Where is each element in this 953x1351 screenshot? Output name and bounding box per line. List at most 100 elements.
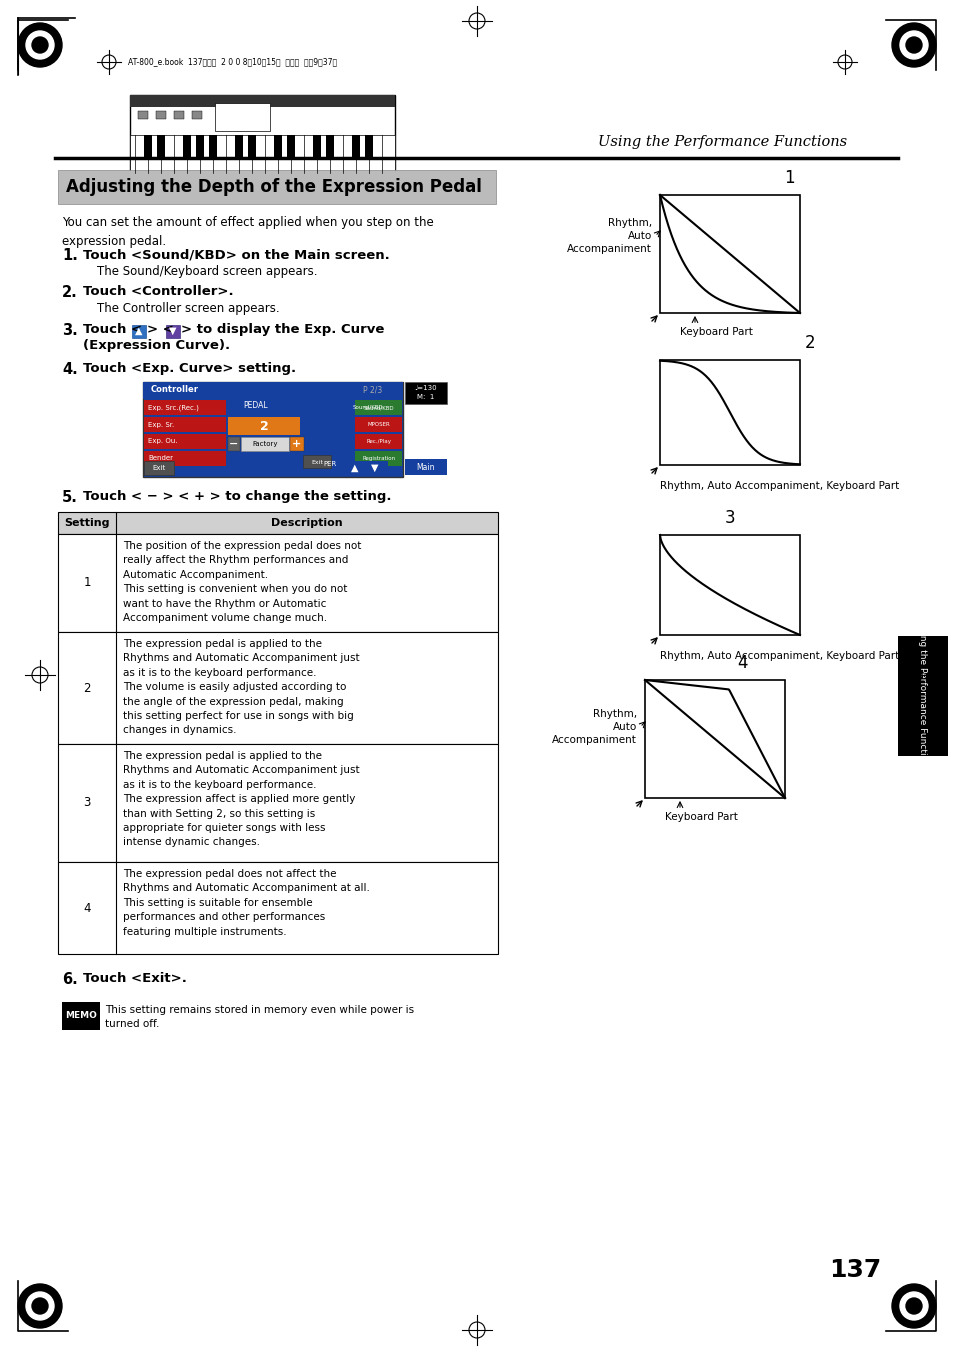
Text: Rhythm, Auto Accompaniment, Keyboard Part: Rhythm, Auto Accompaniment, Keyboard Par… <box>659 651 899 661</box>
Bar <box>143 382 402 477</box>
Bar <box>337 461 388 476</box>
Text: Using the Performance Functions: Using the Performance Functions <box>918 621 926 771</box>
Text: MPOSER: MPOSER <box>367 422 390 427</box>
Text: The expression pedal is applied to the
Rhythms and Automatic Accompaniment just
: The expression pedal is applied to the R… <box>123 639 359 735</box>
Text: Setting: Setting <box>64 517 110 528</box>
Bar <box>355 417 401 432</box>
Circle shape <box>18 23 62 68</box>
Bar <box>228 417 299 435</box>
Bar <box>405 459 447 476</box>
Bar <box>144 461 173 476</box>
Text: 137: 137 <box>828 1258 881 1282</box>
Bar <box>192 111 202 119</box>
Circle shape <box>899 31 927 59</box>
Text: Bender: Bender <box>148 455 172 462</box>
Text: 1: 1 <box>83 577 91 589</box>
Text: MEMO: MEMO <box>65 1012 97 1020</box>
Bar <box>58 632 497 744</box>
Bar <box>355 434 401 449</box>
Text: 6.: 6. <box>62 971 77 988</box>
Circle shape <box>32 36 48 53</box>
Bar <box>355 400 401 415</box>
Bar <box>659 195 800 313</box>
Text: Touch <: Touch < <box>83 323 142 336</box>
Text: Exp. Src.(Rec.): Exp. Src.(Rec.) <box>148 404 198 411</box>
Text: ▲: ▲ <box>135 326 143 336</box>
Text: 1: 1 <box>783 169 794 186</box>
Text: 3: 3 <box>83 797 91 809</box>
Text: Exp. Ou.: Exp. Ou. <box>148 439 177 444</box>
Text: The expression pedal does not affect the
Rhythms and Automatic Accompaniment at : The expression pedal does not affect the… <box>123 869 370 936</box>
Text: > to display the Exp. Curve: > to display the Exp. Curve <box>181 323 384 336</box>
Bar <box>313 135 320 157</box>
Bar <box>62 1002 100 1029</box>
Bar <box>897 636 947 757</box>
Text: 4: 4 <box>737 654 747 671</box>
Bar <box>183 135 191 157</box>
Text: Keyboard Part: Keyboard Part <box>664 812 737 821</box>
Text: You can set the amount of effect applied when you step on the
expression pedal.: You can set the amount of effect applied… <box>62 216 434 249</box>
Bar <box>132 326 146 338</box>
Bar <box>214 103 270 131</box>
Bar <box>228 436 240 451</box>
Text: AT-800_e.book  137ページ  2 0 0 8年10月15日  水曜日  午前9時37分: AT-800_e.book 137ページ 2 0 0 8年10月15日 水曜日 … <box>128 58 336 66</box>
Text: The expression pedal is applied to the
Rhythms and Automatic Accompaniment just
: The expression pedal is applied to the R… <box>123 751 359 847</box>
Bar <box>234 135 243 157</box>
Bar <box>58 744 497 862</box>
Bar <box>644 680 784 798</box>
Text: Exp. Sr.: Exp. Sr. <box>148 422 174 427</box>
Bar <box>326 135 334 157</box>
Text: ▼: ▼ <box>371 463 378 473</box>
Circle shape <box>899 1292 927 1320</box>
Text: Using the Performance Functions: Using the Performance Functions <box>598 135 846 149</box>
Text: Rhythm,
Auto
Accompaniment: Rhythm, Auto Accompaniment <box>566 218 651 254</box>
Text: The position of the expression pedal does not
really affect the Rhythm performan: The position of the expression pedal doe… <box>123 540 361 623</box>
Text: 2: 2 <box>804 334 815 353</box>
Text: The Sound/Keyboard screen appears.: The Sound/Keyboard screen appears. <box>97 265 317 278</box>
Text: PEDAL: PEDAL <box>243 401 268 411</box>
Text: (Expression Curve).: (Expression Curve). <box>83 339 230 353</box>
Bar <box>405 382 447 404</box>
Text: 4.: 4. <box>62 362 77 377</box>
Bar <box>144 135 152 157</box>
Circle shape <box>32 1298 48 1315</box>
Bar <box>248 135 255 157</box>
Bar <box>173 111 184 119</box>
Bar <box>274 135 282 157</box>
Circle shape <box>905 36 921 53</box>
Text: PER: PER <box>323 461 335 467</box>
Text: 3: 3 <box>724 509 735 527</box>
Bar <box>138 111 148 119</box>
Bar <box>130 135 395 173</box>
Bar <box>195 135 204 157</box>
Text: Touch <Exp. Curve> setting.: Touch <Exp. Curve> setting. <box>83 362 295 376</box>
Text: Adjusting the Depth of the Expression Pedal: Adjusting the Depth of the Expression Pe… <box>66 178 481 196</box>
Text: Sound/KBD: Sound/KBD <box>363 405 394 409</box>
Circle shape <box>891 1283 935 1328</box>
Bar <box>156 111 166 119</box>
Bar <box>58 862 497 954</box>
Text: ▼: ▼ <box>169 326 176 336</box>
Circle shape <box>26 31 54 59</box>
Text: Description: Description <box>271 517 342 528</box>
Bar <box>144 400 226 415</box>
Text: ♩=130: ♩=130 <box>415 385 436 390</box>
Text: 2.: 2. <box>62 285 77 300</box>
Text: Sound/KBD: Sound/KBD <box>353 404 383 409</box>
Bar <box>130 95 395 107</box>
Text: Touch <Exit>.: Touch <Exit>. <box>83 971 187 985</box>
Text: Rec./Play: Rec./Play <box>366 439 391 444</box>
Bar <box>287 135 294 157</box>
Text: Exit: Exit <box>152 465 166 471</box>
Text: Touch <Controller>.: Touch <Controller>. <box>83 285 233 299</box>
Text: 3.: 3. <box>62 323 77 338</box>
Text: The Controller screen appears.: The Controller screen appears. <box>97 303 279 315</box>
Bar <box>303 455 331 467</box>
Circle shape <box>18 1283 62 1328</box>
Bar <box>143 382 402 399</box>
Text: 4: 4 <box>83 901 91 915</box>
Bar <box>209 135 216 157</box>
Text: Registration: Registration <box>362 457 395 461</box>
Text: Exit: Exit <box>311 459 323 465</box>
Text: Main: Main <box>416 462 435 471</box>
